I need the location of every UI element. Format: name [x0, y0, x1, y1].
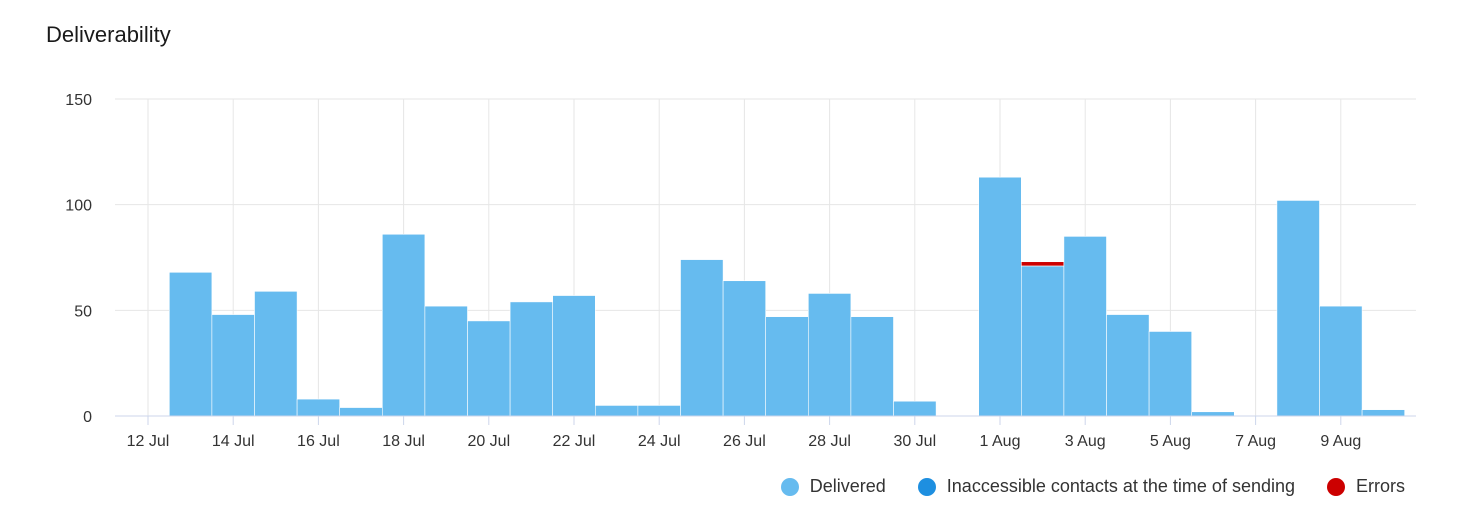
bars-layer: [169, 176, 1405, 417]
legend-item-delivered[interactable]: Delivered: [780, 476, 886, 497]
x-tick-label: 7 Aug: [1235, 433, 1276, 450]
bar-delivered[interactable]: [1276, 200, 1320, 417]
bar-delivered[interactable]: [296, 398, 341, 417]
x-tick-label: 30 Jul: [893, 433, 936, 450]
x-tick-label: 1 Aug: [980, 433, 1021, 450]
bar-delivered[interactable]: [807, 293, 852, 417]
bar-delivered[interactable]: [1148, 331, 1192, 417]
bar-delivered[interactable]: [211, 314, 255, 417]
x-tick-label: 9 Aug: [1320, 433, 1361, 450]
bar-delivered[interactable]: [1319, 305, 1363, 417]
bar-delivered[interactable]: [381, 233, 426, 417]
x-tick-label: 16 Jul: [297, 433, 340, 450]
legend-label-inaccessible: Inaccessible contacts at the time of sen…: [946, 476, 1295, 496]
bar-delivered[interactable]: [680, 259, 724, 417]
x-tick-label: 24 Jul: [638, 433, 681, 450]
bar-delivered[interactable]: [850, 316, 894, 417]
y-tick-label: 100: [65, 198, 92, 215]
chart-title: Deliverability: [46, 22, 171, 47]
bar-delivered[interactable]: [254, 291, 298, 417]
x-tick-label: 26 Jul: [723, 433, 766, 450]
bar-delivered[interactable]: [467, 320, 511, 417]
legend-item-inaccessible[interactable]: Inaccessible contacts at the time of sen…: [917, 476, 1295, 497]
x-tick-label: 12 Jul: [127, 433, 170, 450]
legend-item-errors[interactable]: Errors: [1327, 476, 1405, 497]
y-tick-label: 0: [83, 409, 92, 426]
bar-delivered[interactable]: [978, 176, 1022, 417]
legend-label-delivered: Delivered: [809, 476, 886, 496]
legend: Delivered Inaccessible contacts at the t…: [749, 476, 1405, 497]
bar-delivered[interactable]: [424, 305, 468, 417]
x-tick-label: 14 Jul: [212, 433, 255, 450]
bar-errors[interactable]: [1020, 261, 1065, 267]
deliverability-chart: 0 50 100 150 12 Jul 14 Jul 16 Jul 18 Jul 20 Jul 2…: [65, 92, 1416, 450]
bar-delivered[interactable]: [509, 301, 554, 417]
axes: 0 50 100 150 12 Jul 14 Jul 16 Jul 18 Jul 20 Jul 2…: [65, 92, 1416, 450]
bar-delivered[interactable]: [1106, 314, 1150, 417]
bar-delivered[interactable]: [765, 316, 809, 417]
x-tick-label: 3 Aug: [1065, 433, 1106, 450]
legend-dot-delivered: [780, 477, 799, 496]
bar-delivered[interactable]: [1361, 409, 1405, 417]
x-tick-label: 28 Jul: [808, 433, 851, 450]
bar-delivered[interactable]: [637, 405, 681, 417]
legend-dot-errors: [1327, 477, 1345, 496]
y-tick-label: 50: [74, 303, 92, 320]
legend-label-errors: Errors: [1356, 476, 1405, 496]
bar-delivered[interactable]: [1020, 265, 1065, 417]
bar-delivered[interactable]: [169, 271, 213, 417]
bar-delivered[interactable]: [1063, 236, 1107, 417]
bar-delivered[interactable]: [722, 280, 766, 417]
bar-delivered[interactable]: [552, 295, 596, 417]
legend-dot-inaccessible: [917, 477, 936, 496]
y-tick-label: 150: [65, 92, 92, 109]
x-tick-label: 20 Jul: [467, 433, 510, 450]
x-tick-label: 18 Jul: [382, 433, 425, 450]
x-tick-label: 22 Jul: [553, 433, 596, 450]
bar-delivered[interactable]: [339, 407, 383, 417]
x-tick-label: 5 Aug: [1150, 433, 1191, 450]
bar-delivered[interactable]: [594, 405, 639, 417]
bar-delivered[interactable]: [1191, 411, 1235, 417]
bar-delivered[interactable]: [893, 400, 937, 417]
